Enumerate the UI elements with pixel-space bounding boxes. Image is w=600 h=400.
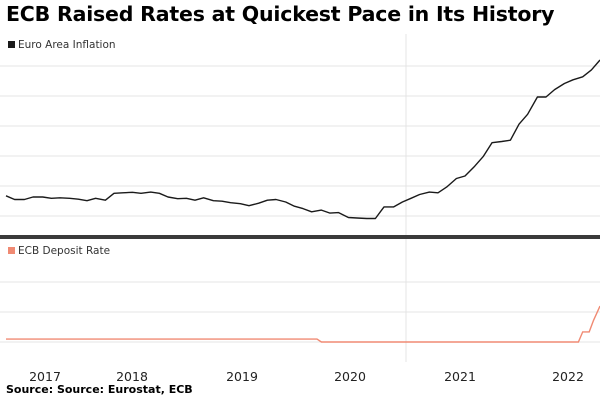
chart-title: ECB Raised Rates at Quickest Pace in Its…: [6, 2, 555, 26]
legend-label-inflation: Euro Area Inflation: [18, 39, 116, 51]
x-axis-tick-labels: 2017 2018 2019 2020 2021 2022: [29, 369, 584, 384]
x-tick-label-2022: 2022: [552, 369, 584, 384]
series-line-ecb-deposit-rate: [6, 305, 600, 343]
series-line-euro-area-inflation: [5, 59, 600, 220]
legend-label-deposit-rate: ECB Deposit Rate: [18, 245, 110, 257]
source-note: Source: Source: Eurostat, ECB: [6, 383, 193, 396]
inflation-panel-gridlines: [0, 65, 600, 217]
legend-swatch-deposit-rate: [8, 247, 15, 254]
x-tick-label-2018: 2018: [116, 369, 148, 384]
legend-inflation: Euro Area Inflation: [8, 39, 116, 51]
legend-deposit: ECB Deposit Rate: [8, 245, 110, 257]
legend-swatch-inflation: [8, 41, 15, 48]
x-tick-label-2020: 2020: [334, 369, 366, 384]
deposit-panel-gridlines: [0, 281, 600, 343]
x-tick-label-2017: 2017: [29, 369, 61, 384]
x-tick-label-2019: 2019: [226, 369, 258, 384]
x-tick-label-2021: 2021: [444, 369, 476, 384]
